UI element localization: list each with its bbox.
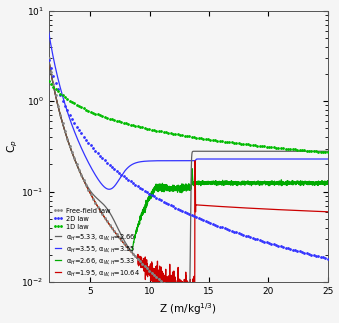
α$_H$=1.95, α$_{W,H}$=10.64 bbox=[326, 210, 330, 214]
α$_H$=3.55, α$_{W,H}$=3.55 bbox=[166, 159, 170, 163]
1D law bbox=[239, 142, 243, 146]
2D law bbox=[201, 218, 205, 222]
Line: 1D law: 1D law bbox=[47, 79, 329, 154]
α$_H$=5.33, α$_{W,H}$=2.66 bbox=[290, 149, 294, 153]
2D law bbox=[316, 254, 320, 258]
1D law bbox=[46, 79, 51, 83]
1D law bbox=[326, 151, 330, 154]
α$_H$=2.66, α$_{W,H}$=5.33 bbox=[154, 186, 158, 190]
α$_H$=5.33, α$_{W,H}$=2.66 bbox=[326, 149, 330, 153]
1D law bbox=[201, 137, 205, 141]
α$_H$=5.33, α$_{W,H}$=2.66 bbox=[95, 196, 99, 200]
α$_H$=2.66, α$_{W,H}$=5.33 bbox=[290, 179, 294, 182]
α$_H$=5.33, α$_{W,H}$=2.66 bbox=[320, 149, 324, 153]
α$_H$=1.95, α$_{W,H}$=10.64 bbox=[46, 56, 51, 60]
α$_H$=3.55, α$_{W,H}$=3.55 bbox=[326, 157, 330, 161]
Line: 2D law: 2D law bbox=[47, 58, 329, 260]
Y-axis label: C$_p$: C$_p$ bbox=[5, 140, 20, 153]
1D law bbox=[267, 145, 271, 149]
α$_H$=1.95, α$_{W,H}$=10.64 bbox=[320, 210, 324, 214]
α$_H$=5.33, α$_{W,H}$=2.66 bbox=[166, 285, 170, 288]
2D law bbox=[105, 161, 109, 164]
α$_H$=1.95, α$_{W,H}$=10.64 bbox=[154, 279, 158, 283]
α$_H$=3.55, α$_{W,H}$=3.55 bbox=[46, 29, 51, 33]
Free-field law bbox=[201, 311, 205, 315]
α$_H$=2.66, α$_{W,H}$=5.33 bbox=[320, 180, 324, 183]
Line: α$_H$=3.55, α$_{W,H}$=3.55: α$_H$=3.55, α$_{W,H}$=3.55 bbox=[48, 31, 328, 189]
2D law bbox=[122, 174, 126, 178]
Line: Free-field law: Free-field law bbox=[47, 57, 329, 323]
α$_H$=2.66, α$_{W,H}$=5.33 bbox=[95, 203, 99, 207]
2D law bbox=[326, 256, 330, 260]
Line: α$_H$=1.95, α$_{W,H}$=10.64: α$_H$=1.95, α$_{W,H}$=10.64 bbox=[48, 58, 328, 323]
α$_H$=2.66, α$_{W,H}$=5.33 bbox=[46, 56, 51, 60]
α$_H$=5.33, α$_{W,H}$=2.66 bbox=[186, 300, 191, 304]
1D law bbox=[122, 121, 126, 125]
α$_H$=5.33, α$_{W,H}$=2.66 bbox=[78, 171, 82, 175]
Free-field law bbox=[46, 56, 51, 60]
α$_H$=5.33, α$_{W,H}$=2.66 bbox=[154, 274, 158, 278]
1D law bbox=[316, 150, 320, 154]
α$_H$=5.33, α$_{W,H}$=2.66 bbox=[46, 56, 51, 60]
X-axis label: Z (m/kg$^{1/3}$): Z (m/kg$^{1/3}$) bbox=[159, 302, 217, 318]
α$_H$=3.55, α$_{W,H}$=3.55 bbox=[78, 144, 82, 148]
α$_H$=1.95, α$_{W,H}$=10.64 bbox=[95, 203, 99, 207]
2D law bbox=[267, 241, 271, 245]
Line: α$_H$=2.66, α$_{W,H}$=5.33: α$_H$=2.66, α$_{W,H}$=5.33 bbox=[48, 58, 328, 253]
α$_H$=1.95, α$_{W,H}$=10.64 bbox=[166, 278, 170, 282]
Free-field law bbox=[122, 241, 126, 245]
1D law bbox=[105, 116, 109, 120]
α$_H$=3.55, α$_{W,H}$=3.55 bbox=[107, 187, 111, 191]
α$_H$=2.66, α$_{W,H}$=5.33 bbox=[78, 171, 82, 175]
2D law bbox=[239, 232, 243, 236]
Legend: Free-field law, 2D law, 1D law, α$_H$=5.33, α$_{W,H}$=2.66, α$_H$=3.55, α$_{W,H}: Free-field law, 2D law, 1D law, α$_H$=5.… bbox=[52, 206, 141, 279]
α$_H$=3.55, α$_{W,H}$=3.55 bbox=[95, 176, 99, 180]
Free-field law bbox=[105, 219, 109, 223]
α$_H$=3.55, α$_{W,H}$=3.55 bbox=[320, 157, 324, 161]
α$_H$=3.55, α$_{W,H}$=3.55 bbox=[290, 157, 294, 161]
α$_H$=2.66, α$_{W,H}$=5.33 bbox=[129, 251, 134, 255]
α$_H$=1.95, α$_{W,H}$=10.64 bbox=[78, 171, 82, 175]
α$_H$=2.66, α$_{W,H}$=5.33 bbox=[326, 181, 330, 185]
α$_H$=3.55, α$_{W,H}$=3.55 bbox=[154, 159, 158, 163]
Line: α$_H$=5.33, α$_{W,H}$=2.66: α$_H$=5.33, α$_{W,H}$=2.66 bbox=[48, 58, 328, 302]
α$_H$=2.66, α$_{W,H}$=5.33 bbox=[166, 189, 170, 193]
α$_H$=1.95, α$_{W,H}$=10.64 bbox=[290, 208, 294, 212]
2D law bbox=[46, 57, 51, 61]
